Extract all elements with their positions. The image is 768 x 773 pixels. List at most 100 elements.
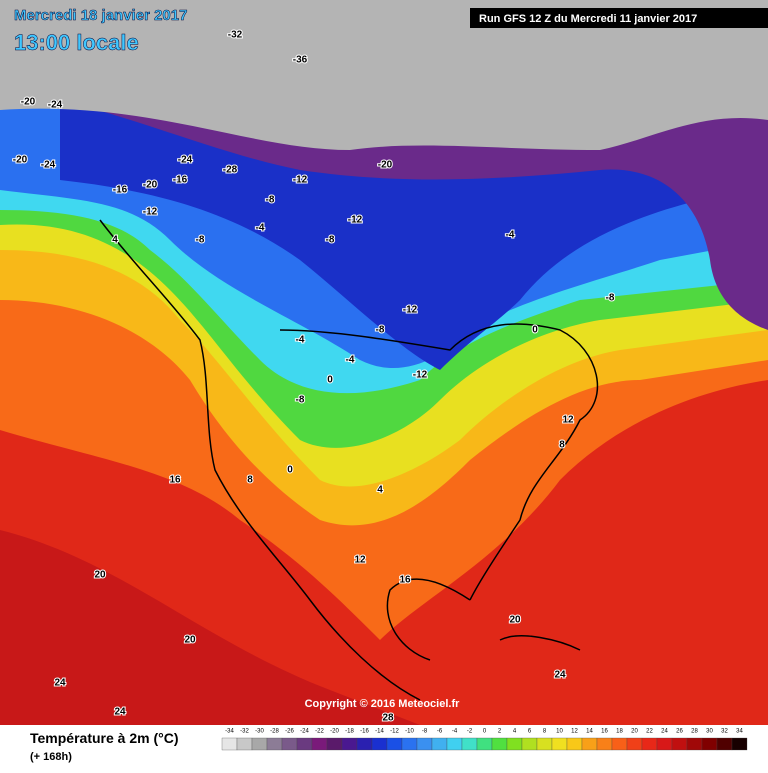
scale-cell: [416, 737, 433, 751]
copyright: Copyright © 2016 Meteociel.fr: [305, 698, 461, 710]
scale-cell: [281, 737, 298, 751]
scale-label: 16: [601, 729, 608, 735]
contour-label: 28: [382, 713, 394, 724]
contour-label: -8: [606, 293, 615, 304]
temperature-field: [0, 0, 768, 725]
contour-label: -8: [326, 235, 335, 246]
contour-label: -8: [266, 195, 275, 206]
contour-label: 16: [169, 475, 181, 486]
scale-cell: [701, 737, 718, 751]
scale-cell: [611, 737, 628, 751]
scale-label: -12: [390, 729, 399, 735]
contour-label: -4: [256, 223, 265, 234]
scale-label: 6: [528, 729, 532, 735]
scale-cell: [506, 737, 523, 751]
run-box: [470, 8, 768, 28]
contour-label: -12: [143, 207, 158, 218]
contour-label: -16: [113, 185, 128, 196]
scale-cell: [731, 737, 748, 751]
contour-label: -4: [506, 230, 515, 241]
contour-label: -8: [296, 395, 305, 406]
legend-subtitle: (+ 168h): [30, 751, 72, 763]
scale-label: -8: [422, 729, 428, 735]
scale-label: -10: [405, 729, 414, 735]
scale-cell: [401, 737, 418, 751]
scale-cell: [536, 737, 553, 751]
scale-label: -32: [240, 729, 249, 735]
scale-cell: [266, 737, 283, 751]
scale-cell: [521, 737, 538, 751]
scale-label: 32: [721, 729, 728, 735]
contour-label: 12: [354, 555, 366, 566]
contour-label: -12: [413, 370, 428, 381]
contour-label: -20: [378, 160, 393, 171]
contour-label: 4: [112, 235, 118, 246]
scale-label: -34: [225, 729, 234, 735]
scale-cell: [476, 737, 493, 751]
scale-label: -18: [345, 729, 354, 735]
scale-cell: [386, 737, 403, 751]
scale-label: 20: [631, 729, 638, 735]
scale-cell: [221, 737, 238, 751]
legend-title: Température à 2m (°C): [30, 730, 179, 746]
scale-label: -6: [437, 729, 443, 735]
contour-label: -4: [346, 355, 355, 366]
scale-label: 8: [543, 729, 547, 735]
scale-cell: [626, 737, 643, 751]
contour-label: -8: [196, 235, 205, 246]
contour-label: -12: [403, 305, 418, 316]
scale-label: -28: [270, 729, 279, 735]
scale-label: 26: [676, 729, 683, 735]
scale-cell: [596, 737, 613, 751]
contour-label: -20: [21, 97, 36, 108]
scale-label: 22: [646, 729, 653, 735]
scale-label: -30: [255, 729, 264, 735]
contour-label: 8: [247, 475, 253, 486]
scale-label: 14: [586, 729, 593, 735]
contour-label: -36: [293, 55, 308, 66]
scale-label: -4: [452, 729, 458, 735]
scale-cell: [716, 737, 733, 751]
scale-cell: [431, 737, 448, 751]
scale-label: -26: [285, 729, 294, 735]
scale-label: 24: [661, 729, 668, 735]
color-scale: -34 -32 -30 -28 -26 -24 -22 -2 0 -18 -16 -14 -12 -10 -…: [221, 729, 748, 751]
scale-cell: [326, 737, 343, 751]
scale-cell: [551, 737, 568, 751]
scale-label: 10: [556, 729, 563, 735]
scale-cell: [641, 737, 658, 751]
contour-label: 0: [287, 465, 293, 476]
contour-label: 20: [509, 615, 521, 626]
valid-date: Mercredi 18 janvier 2017: [14, 7, 187, 24]
valid-time: 13:00 locale: [14, 30, 139, 55]
scale-cell: [371, 737, 388, 751]
contour-label: -12: [348, 215, 363, 226]
scale-label: 30: [706, 729, 713, 735]
scale-label: -24: [300, 729, 309, 735]
contour-label: -24: [48, 100, 63, 111]
scale-label: 0: [483, 729, 487, 735]
contour-label: 24: [114, 707, 126, 718]
contour-label: 4: [377, 485, 383, 496]
scale-label: -2: [467, 729, 473, 735]
scale-cell: [311, 737, 328, 751]
scale-cell: [656, 737, 673, 751]
scale-label: 28: [691, 729, 698, 735]
scale-label: -22: [315, 729, 324, 735]
scale-label: -14: [375, 729, 384, 735]
contour-label: -8: [376, 325, 385, 336]
contour-label: -32: [228, 30, 243, 41]
contour-label: -28: [223, 165, 238, 176]
scale-cell: [356, 737, 373, 751]
scale-cell: [491, 737, 508, 751]
contour-label: 0: [532, 325, 538, 336]
contour-label: 8: [559, 440, 565, 451]
scale-cell: [251, 737, 268, 751]
run-info: Run GFS 12 Z du Mercredi 11 janvier 2017: [479, 13, 697, 25]
scale-label: 2: [498, 729, 502, 735]
scale-label: -16: [360, 729, 369, 735]
contour-label: 0: [327, 375, 333, 386]
scale-cell: [671, 737, 688, 751]
contour-label: -20: [13, 155, 28, 166]
